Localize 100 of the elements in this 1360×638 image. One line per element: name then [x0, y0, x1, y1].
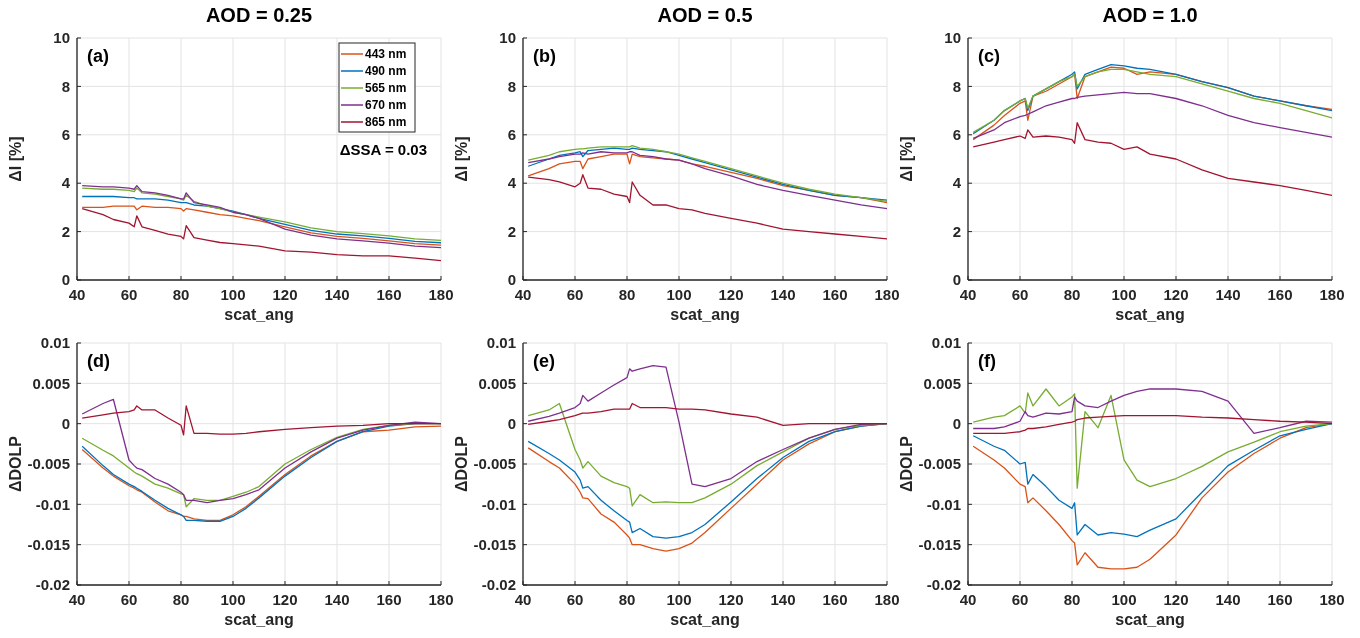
y-tick-label: 0 [61, 414, 70, 432]
x-tick-label: 100 [1111, 591, 1137, 608]
y-axis-title: ΔI [%] [898, 136, 915, 182]
y-tick-label: 8 [952, 77, 961, 95]
annotation: (c) [978, 46, 1000, 66]
x-axis-title: scat_ang [670, 306, 740, 323]
x-tick-label: 80 [1063, 286, 1081, 303]
annotation: (f) [978, 351, 996, 371]
y-tick-label: -0.02 [481, 576, 516, 594]
y-tick-label: 0 [507, 271, 516, 289]
legend-label: 565 nm [365, 81, 407, 96]
y-tick-label: 4 [507, 174, 517, 192]
x-tick-label: 140 [1215, 591, 1241, 608]
annotation: (b) [533, 46, 556, 66]
y-tick-label: 2 [952, 222, 961, 240]
y-tick-label: 2 [61, 222, 70, 240]
x-tick-label: 140 [324, 286, 350, 303]
x-axis-title: scat_ang [1115, 611, 1185, 628]
line-series [81, 207, 441, 262]
x-tick-label: 120 [1163, 286, 1189, 303]
x-tick-label: 120 [1163, 591, 1189, 608]
y-tick-label: 4 [61, 174, 71, 192]
y-tick-label: 0 [952, 271, 961, 289]
x-tick-label: 180 [1319, 591, 1345, 608]
chart-title: AOD = 0.5 [657, 4, 753, 26]
y-tick-label: 4 [952, 174, 962, 192]
x-tick-label: 160 [822, 286, 848, 303]
x-axis-title: scat_ang [224, 611, 294, 628]
y-tick-label: -0.01 [481, 495, 516, 513]
line-series [972, 388, 1332, 489]
x-tick-label: 100 [220, 286, 246, 303]
y-tick-label: 0 [61, 271, 70, 289]
y-tick-label: -0.015 [918, 535, 961, 553]
x-tick-label: 100 [666, 286, 692, 303]
x-tick-label: 160 [376, 591, 402, 608]
y-tick-label: 0 [507, 414, 516, 432]
x-tick-label: 60 [120, 591, 138, 608]
x-tick-label: 100 [666, 591, 692, 608]
legend-label: 670 nm [365, 98, 407, 113]
y-tick-label: 8 [507, 77, 516, 95]
y-tick-label: 8 [61, 77, 70, 95]
x-tick-label: 40 [68, 591, 86, 608]
line-series [527, 402, 887, 507]
y-tick-label: 0.01 [40, 334, 70, 352]
line-series [527, 402, 887, 426]
chart-title: AOD = 1.0 [1102, 4, 1198, 26]
x-tick-label: 160 [822, 591, 848, 608]
y-tick-label: 0 [952, 414, 961, 432]
x-tick-label: 40 [959, 286, 977, 303]
annotation: (a) [87, 46, 109, 66]
annotation: (d) [87, 351, 110, 371]
y-axis-title: ΔI [%] [7, 136, 24, 182]
x-tick-label: 40 [959, 591, 977, 608]
x-tick-label: 80 [1063, 591, 1081, 608]
x-tick-label: 40 [514, 286, 532, 303]
y-tick-label: 10 [53, 29, 70, 47]
y-tick-label: -0.02 [926, 576, 961, 594]
x-tick-label: 120 [272, 286, 298, 303]
x-tick-label: 120 [718, 591, 744, 608]
y-axis-title: ΔDOLP [453, 435, 470, 492]
x-tick-label: 100 [220, 591, 246, 608]
x-tick-label: 160 [376, 286, 402, 303]
y-tick-label: 10 [944, 29, 961, 47]
y-tick-label: 0.005 [923, 374, 961, 392]
x-tick-label: 40 [514, 591, 532, 608]
x-axis-title: scat_ang [1115, 306, 1185, 323]
y-tick-label: -0.005 [918, 455, 961, 473]
chart-title: AOD = 0.25 [205, 4, 313, 26]
y-tick-label: -0.005 [27, 455, 70, 473]
x-tick-label: 160 [1267, 591, 1293, 608]
x-tick-label: 160 [1267, 286, 1293, 303]
line-series [972, 122, 1332, 196]
y-tick-label: 0.005 [32, 374, 70, 392]
line-series [972, 414, 1332, 434]
x-tick-label: 140 [324, 591, 350, 608]
x-tick-label: 80 [618, 591, 636, 608]
line-series [81, 205, 441, 246]
y-tick-label: 10 [499, 29, 516, 47]
line-series [972, 388, 1332, 434]
x-tick-label: 180 [428, 591, 454, 608]
y-axis-title: ΔDOLP [898, 435, 915, 492]
line-series [972, 91, 1332, 140]
x-tick-label: 180 [874, 591, 900, 608]
x-tick-label: 180 [874, 286, 900, 303]
x-tick-label: 60 [1011, 286, 1029, 303]
y-tick-label: 0.01 [486, 334, 516, 352]
x-tick-label: 80 [618, 286, 636, 303]
x-tick-label: 120 [718, 286, 744, 303]
x-tick-label: 120 [272, 591, 298, 608]
y-tick-label: -0.005 [473, 455, 516, 473]
y-tick-label: -0.015 [27, 535, 70, 553]
line-series [81, 187, 441, 241]
y-tick-label: -0.02 [35, 576, 70, 594]
x-tick-label: 180 [428, 286, 454, 303]
y-tick-label: -0.01 [35, 495, 70, 513]
x-tick-label: 140 [770, 286, 796, 303]
line-series [81, 405, 441, 436]
y-tick-label: 2 [507, 222, 516, 240]
x-tick-label: 180 [1319, 286, 1345, 303]
line-series [81, 184, 441, 249]
